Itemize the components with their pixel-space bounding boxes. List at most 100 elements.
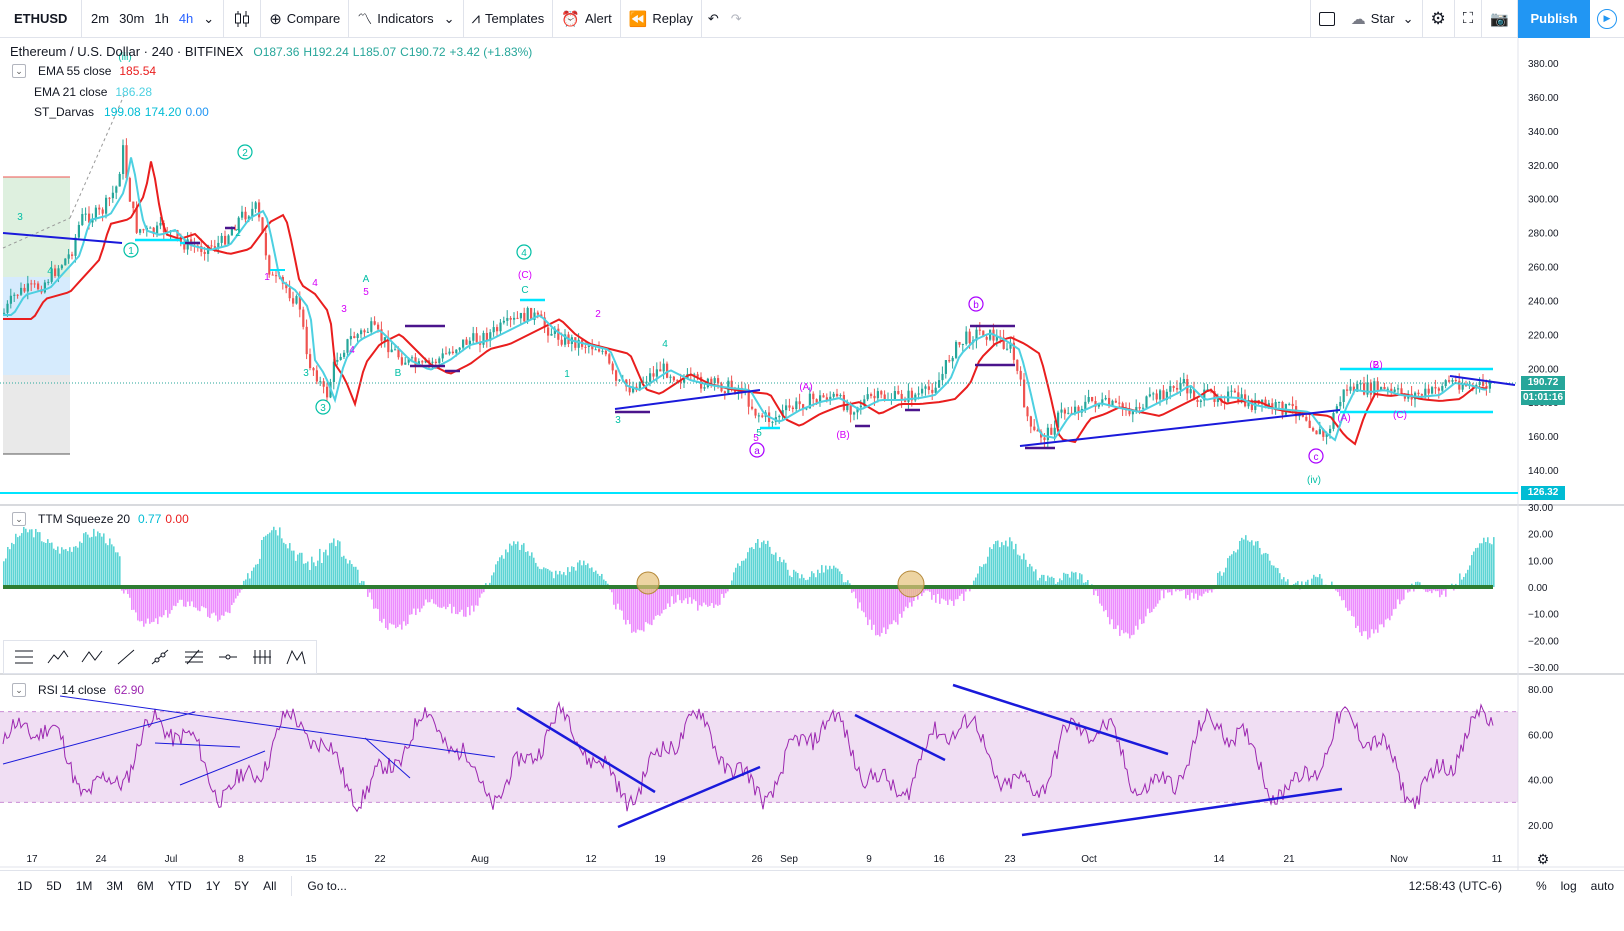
ttm-bar: [1137, 587, 1139, 630]
candle-body: [1036, 430, 1039, 432]
ttm-bar: [1387, 587, 1389, 619]
replay-button[interactable]: ⏪ Replay: [621, 0, 702, 38]
range-1y[interactable]: 1Y: [205, 878, 221, 893]
interval-dropdown-chevron-icon[interactable]: ⌄: [203, 10, 215, 26]
ttm-bar: [637, 587, 639, 630]
snapshot-button[interactable]: 📷: [1482, 0, 1518, 38]
ttm-bar: [733, 572, 735, 587]
candle-body: [975, 329, 978, 341]
candle-body: [380, 329, 383, 341]
abc-wave-tool[interactable]: [76, 642, 108, 672]
redo-button[interactable]: ↷: [725, 0, 748, 38]
indicators-button[interactable]: 〽 Indicators ⌄: [349, 0, 464, 38]
interval-2m[interactable]: 2m: [91, 11, 110, 26]
goto-button[interactable]: Go to...: [307, 878, 347, 893]
chart-type-button[interactable]: [223, 0, 262, 38]
range-all[interactable]: All: [263, 878, 277, 893]
ttm-bar: [889, 587, 891, 625]
candle-body: [1325, 432, 1328, 437]
ttm-bar: [715, 587, 717, 605]
ttm-bar: [777, 561, 779, 587]
rewind-icon: ⏪: [628, 10, 648, 28]
auto-toggle[interactable]: auto: [1590, 878, 1614, 893]
candle-body: [421, 361, 424, 363]
collapse-legend-button[interactable]: ⌄: [12, 64, 26, 78]
range-3m[interactable]: 3M: [106, 878, 124, 893]
ttm-bar: [1133, 587, 1135, 635]
chart-canvas[interactable]: 380.00360.00340.00320.00300.00280.00260.…: [0, 38, 1624, 870]
ttm-bar: [585, 565, 587, 587]
interval-30m[interactable]: 30m: [119, 11, 145, 26]
ttm-bar: [653, 587, 655, 620]
range-ytd[interactable]: YTD: [167, 878, 192, 893]
ttm-bar: [77, 547, 79, 587]
elliott-wave-tool[interactable]: [42, 642, 74, 672]
play-button[interactable]: ▶: [1590, 0, 1624, 38]
ttm-bar: [633, 587, 635, 632]
range-6m[interactable]: 6M: [137, 878, 154, 893]
ttm-bar: [823, 572, 825, 587]
ttm-bar: [1319, 574, 1321, 587]
fullscreen-button[interactable]: ⛶: [1455, 0, 1483, 38]
ttm-bar: [1295, 582, 1297, 587]
ttm-bar: [221, 587, 223, 616]
settings-button[interactable]: ⚙: [1423, 0, 1455, 38]
publish-button[interactable]: Publish: [1518, 0, 1590, 38]
ttm-bar: [1393, 587, 1395, 610]
collapse-rsi-button[interactable]: ⌄: [12, 683, 26, 697]
horizontal-lines-tool[interactable]: [8, 642, 40, 672]
ttm-bar: [309, 569, 311, 587]
rsi-tick-label: 60.00: [1528, 730, 1553, 741]
ttm-bar: [203, 587, 205, 608]
log-toggle[interactable]: log: [1560, 878, 1577, 893]
candle-body: [1376, 381, 1379, 391]
ttm-bar: [253, 567, 255, 587]
collapse-ttm-button[interactable]: ⌄: [12, 512, 26, 526]
candle-body: [951, 357, 954, 362]
undo-button[interactable]: ↶: [702, 0, 725, 38]
alert-button[interactable]: ⏰ Alert: [553, 0, 621, 38]
candle-body: [1308, 420, 1311, 429]
range-1m[interactable]: 1M: [75, 878, 93, 893]
compare-button[interactable]: ⊕ Compare: [261, 0, 350, 38]
candle-body: [475, 333, 478, 342]
wave-label: 3: [17, 212, 23, 223]
ttm-bar: [1247, 540, 1249, 587]
candle-body: [652, 373, 655, 377]
pattern-icon: [286, 649, 306, 665]
trendline-tool[interactable]: [110, 642, 142, 672]
fib-tool[interactable]: [178, 642, 210, 672]
ttm-bar: [1123, 587, 1125, 634]
ttm-bar: [1117, 587, 1119, 626]
candle-body: [128, 178, 131, 202]
ttm-bar: [739, 565, 741, 587]
price-tick-label: 260.00: [1528, 263, 1559, 274]
range-5y[interactable]: 5Y: [234, 878, 250, 893]
range-1d[interactable]: 1D: [17, 878, 33, 893]
cloud-save-button[interactable]: ☁ Star ⌄: [1343, 0, 1423, 38]
horizontal-ray-tool[interactable]: [212, 642, 244, 672]
ttm-bar: [785, 562, 787, 587]
ttm-bar: [1245, 535, 1247, 587]
range-5d[interactable]: 5D: [46, 878, 62, 893]
ttm-bar: [1113, 587, 1115, 630]
templates-button[interactable]: ⩘ Templates: [464, 0, 554, 38]
symbol-search[interactable]: ETHUSD: [0, 0, 82, 38]
percent-toggle[interactable]: %: [1535, 878, 1547, 893]
layout-button[interactable]: [1309, 0, 1343, 38]
vertical-lines-tool[interactable]: [246, 642, 278, 672]
ttm-bar: [177, 587, 179, 603]
pattern-tool[interactable]: [280, 642, 312, 672]
interval-4h[interactable]: 4h: [178, 11, 194, 26]
interval-1h[interactable]: 1h: [154, 11, 169, 26]
ttm-bar: [791, 577, 793, 587]
ttm-bar: [923, 587, 925, 593]
ttm-bar: [1071, 571, 1073, 587]
ttm-bar: [563, 572, 565, 587]
ray-tool[interactable]: [144, 642, 176, 672]
ttm-bar: [939, 587, 941, 604]
ttm-bar: [229, 587, 231, 614]
square-icon: [1318, 11, 1335, 26]
ttm-bar: [347, 563, 349, 587]
ttm-bar: [527, 551, 529, 587]
